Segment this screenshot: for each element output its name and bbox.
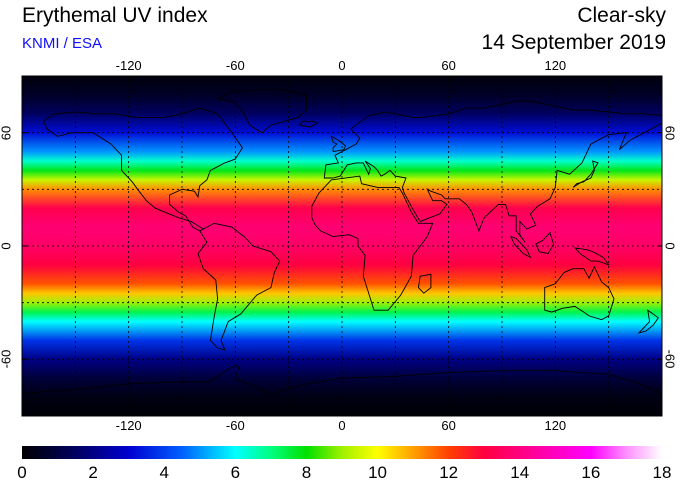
coastline-japan (572, 160, 599, 188)
coastlines (21, 88, 663, 394)
lon-tick-label-bottom: 60 (441, 418, 456, 433)
coastline-sumatra (510, 235, 532, 259)
coastline-great-britain (330, 135, 347, 153)
coastline-greenland (216, 88, 307, 134)
map-title: Erythemal UV index (22, 4, 208, 27)
colorbar-tick-label: 10 (368, 463, 388, 482)
lon-tick-label-top: 0 (338, 58, 346, 73)
frame-ticks (22, 76, 662, 416)
lat-tick-label-right: 0 (662, 242, 678, 250)
colorbar-tick-label: 0 (17, 463, 27, 482)
lon-tick-label-top: -120 (115, 58, 142, 73)
coastline-south-america (197, 222, 281, 351)
coastline-north-america (42, 107, 243, 232)
lon-tick-label-bottom: 0 (338, 418, 346, 433)
coastline-iceland (298, 120, 319, 128)
source-label: KNMI / ESA (22, 35, 103, 52)
uv-colorbar (22, 446, 662, 459)
lon-tick-label-top: 120 (544, 58, 567, 73)
coastline-new-guinea (573, 247, 610, 266)
lon-tick-label-top: 60 (441, 58, 456, 73)
colorbar-tick-label: 2 (88, 463, 98, 482)
coastline-antarctica (21, 364, 663, 394)
lat-tick-label-left: 0 (0, 242, 14, 250)
graticule (22, 76, 662, 416)
colorbar-tick-label: 18 (652, 463, 672, 482)
coastline-africa (311, 175, 434, 311)
lon-tick-label-bottom: 120 (544, 418, 567, 433)
colorbar-tick-label: 8 (301, 463, 312, 482)
colorbar-tick-label: 4 (159, 463, 169, 482)
colorbar-tick-label: 16 (581, 463, 601, 482)
map-frame (21, 75, 663, 417)
colorbar-tick-label: 12 (439, 463, 459, 482)
coastline-australia (544, 265, 615, 321)
lat-tick-label-right: 60 (662, 125, 678, 140)
coastline-eurasia (323, 100, 663, 243)
colorbar-tick-label: 14 (510, 463, 530, 482)
lat-tick-label-left: 60 (0, 125, 14, 140)
coastline-new-zealand (637, 309, 660, 334)
lat-tick-label-right: -60 (662, 349, 678, 369)
lon-tick-label-bottom: -60 (225, 418, 245, 433)
colorbar-tick-label: 6 (230, 463, 241, 482)
coastline-madagascar (417, 273, 432, 294)
sky-condition-label: Clear-sky (577, 4, 666, 27)
lon-tick-label-bottom: -120 (115, 418, 142, 433)
colorbar-gradient (22, 446, 662, 459)
coastline-borneo (535, 231, 555, 255)
uv-index-map (21, 75, 663, 417)
lon-tick-label-top: -60 (225, 58, 245, 73)
date-label: 14 September 2019 (481, 31, 666, 54)
lat-tick-label-left: -60 (0, 349, 14, 369)
